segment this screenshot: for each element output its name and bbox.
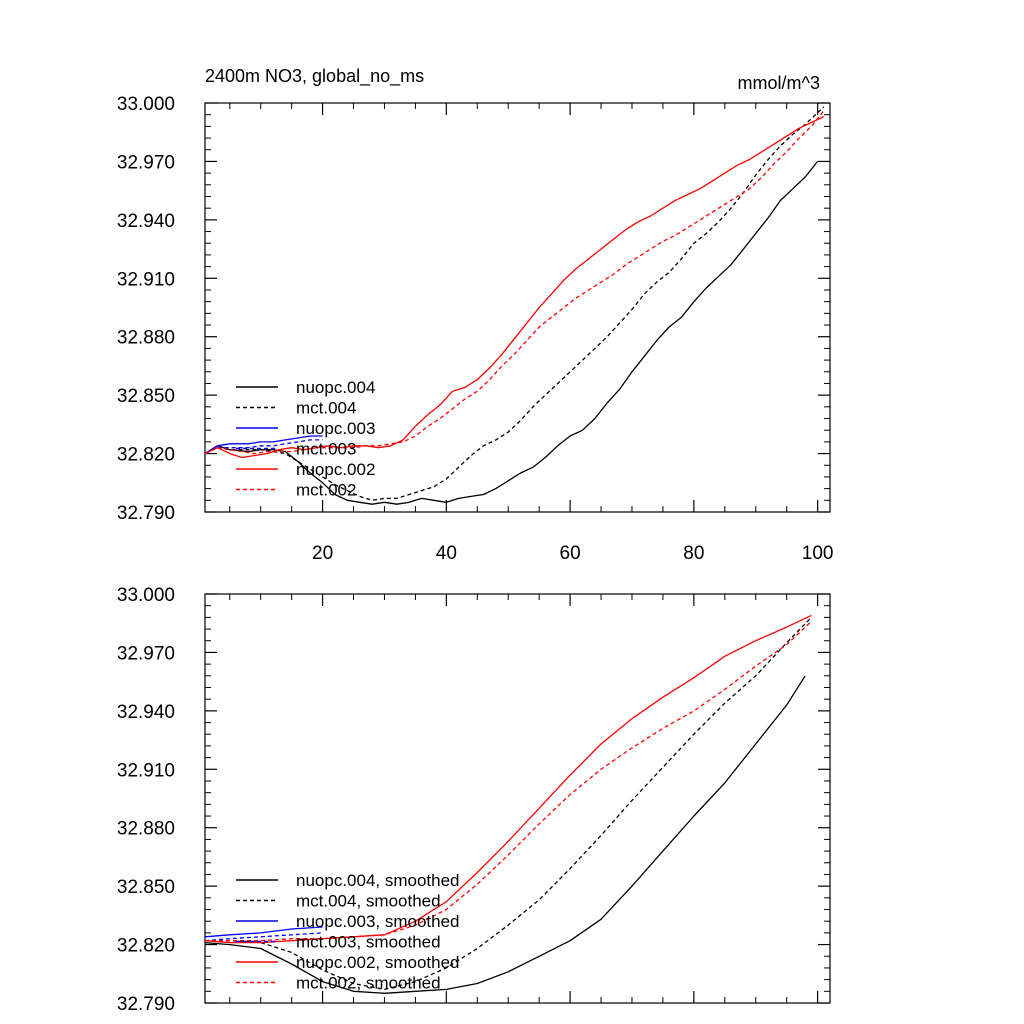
y-tick-label: 32.850	[117, 386, 175, 407]
chart-title: 2400m NO3, global_no_ms	[205, 66, 424, 87]
legend-label: mct.003	[296, 440, 356, 459]
x-tick-label: 80	[683, 543, 704, 564]
legend-label: nuopc.004, smoothed	[296, 871, 460, 890]
x-tick-label: 20	[312, 543, 333, 564]
x-tick-label: 60	[560, 543, 581, 564]
y-tick-label: 32.880	[117, 328, 175, 349]
legend-label: nuopc.002	[296, 460, 375, 479]
series-line-mct-004-smoothed	[205, 616, 812, 991]
series-line-nuopc-002-smoothed	[204, 614, 812, 944]
y-tick-label: 33.000	[117, 94, 175, 115]
series-line-nuopc-004-smoothed	[204, 675, 806, 994]
series-line-mct-002-smoothed	[205, 620, 812, 942]
y-tick-label: 32.820	[117, 445, 175, 466]
y-tick-label: 33.000	[117, 585, 175, 606]
units-label: mmol/m^3	[738, 73, 820, 93]
series-line-nuopc-003-smoothed	[204, 926, 323, 938]
series-line-mct-004	[204, 106, 825, 501]
series-line-nuopc-004	[204, 160, 819, 505]
y-tick-label: 32.910	[117, 760, 175, 781]
series-line-mct-003	[204, 439, 323, 455]
legend-label: nuopc.003, smoothed	[296, 912, 460, 931]
y-tick-label: 32.940	[117, 211, 175, 232]
y-tick-label: 32.970	[117, 643, 175, 664]
series-line-mct-003-smoothed	[204, 932, 323, 942]
plot-frame	[204, 102, 831, 513]
y-tick-label: 32.820	[117, 936, 175, 957]
y-tick-label: 32.850	[117, 877, 175, 898]
y-tick-label: 32.790	[117, 503, 175, 524]
x-tick-label: 40	[436, 543, 457, 564]
legend-label: mct.003, smoothed	[296, 933, 441, 952]
y-tick-label: 32.910	[117, 269, 175, 290]
chart-panel-1: 32.790 32.820 32.850 32.880 32.910 32.940 32.9…	[117, 66, 834, 564]
series-line-mct-002	[204, 110, 825, 455]
legend-label: mct.004, smoothed	[296, 892, 441, 911]
series-line-nuopc-003	[204, 435, 323, 455]
plot-frame	[204, 593, 831, 1004]
legend-label: nuopc.003	[296, 419, 375, 438]
y-tick-label: 32.880	[117, 819, 175, 840]
legend-label: nuopc.002, smoothed	[296, 953, 460, 972]
x-tick-label: 100	[802, 543, 834, 564]
y-tick-label: 32.970	[117, 152, 175, 173]
y-tick-label: 32.940	[117, 702, 175, 723]
y-tick-label: 32.790	[117, 994, 175, 1015]
legend-label: mct.002	[296, 481, 356, 500]
chart-panel-2: 32.790 32.820 32.850 32.880 32.910 32.940 32.9…	[117, 585, 831, 1015]
legend-label: mct.002, smoothed	[296, 974, 441, 993]
legend-label: mct.004	[296, 399, 356, 418]
legend-label: nuopc.004	[296, 378, 375, 397]
